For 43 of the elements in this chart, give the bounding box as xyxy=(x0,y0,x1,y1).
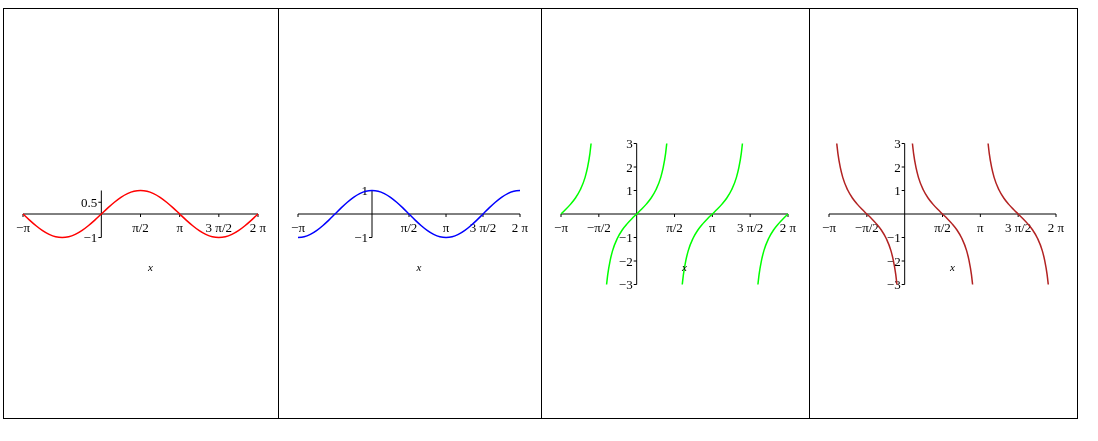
x-tick-label: 3 π/2 xyxy=(736,220,764,235)
x-tick-label: 2 π xyxy=(1047,220,1065,235)
x-tick-label: π/2 xyxy=(666,220,683,235)
x-tick-label: π xyxy=(977,220,985,235)
y-tick-label: 2 xyxy=(626,159,633,175)
y-tick-label: −1 xyxy=(83,230,98,245)
y-tick-label: 1 xyxy=(626,183,633,198)
x-axis-title: x xyxy=(949,261,956,273)
x-tick-label: 2 π xyxy=(779,220,797,235)
x-axis-title: x xyxy=(681,261,688,273)
x-tick-label: 3 π/2 xyxy=(205,220,233,235)
x-tick-label: −π xyxy=(291,220,306,235)
y-tick-label: −1 xyxy=(354,230,369,245)
x-tick-label: 2 π xyxy=(249,220,267,235)
x-tick-label: −π xyxy=(822,220,837,235)
x-axis-title: x xyxy=(147,261,154,273)
x-tick-label: −π xyxy=(554,220,569,235)
x-tick-label: 3 π/2 xyxy=(1004,220,1032,235)
y-tick-label: −1 xyxy=(618,230,633,245)
y-tick-label: −1 xyxy=(886,230,901,245)
x-tick-label: π/2 xyxy=(132,220,149,235)
x-tick-label: −π/2 xyxy=(586,220,611,235)
x-tick-label: 2 π xyxy=(511,220,529,235)
x-tick-label: π/2 xyxy=(400,220,418,235)
x-axis-title: x xyxy=(415,261,422,273)
y-tick-label: 2 xyxy=(894,159,901,175)
y-tick-label: 1 xyxy=(894,183,901,198)
y-tick-label: 3 xyxy=(626,136,633,151)
y-tick-label: −3 xyxy=(618,277,633,292)
x-tick-label: 3 π/2 xyxy=(469,220,497,235)
x-tick-label: π xyxy=(709,220,717,235)
line-series xyxy=(560,142,592,215)
x-tick-label: −π/2 xyxy=(854,220,879,235)
y-tick-label: 0.5 xyxy=(81,194,98,210)
x-tick-label: π xyxy=(442,220,450,235)
line-series xyxy=(987,142,1050,286)
line-series xyxy=(911,142,974,286)
x-tick-label: π/2 xyxy=(934,220,951,235)
x-tick-label: −π xyxy=(16,220,31,235)
y-tick-label: 3 xyxy=(894,136,901,151)
y-tick-label: −2 xyxy=(618,253,633,269)
x-tick-label: π xyxy=(176,220,184,235)
line-series xyxy=(681,142,744,286)
